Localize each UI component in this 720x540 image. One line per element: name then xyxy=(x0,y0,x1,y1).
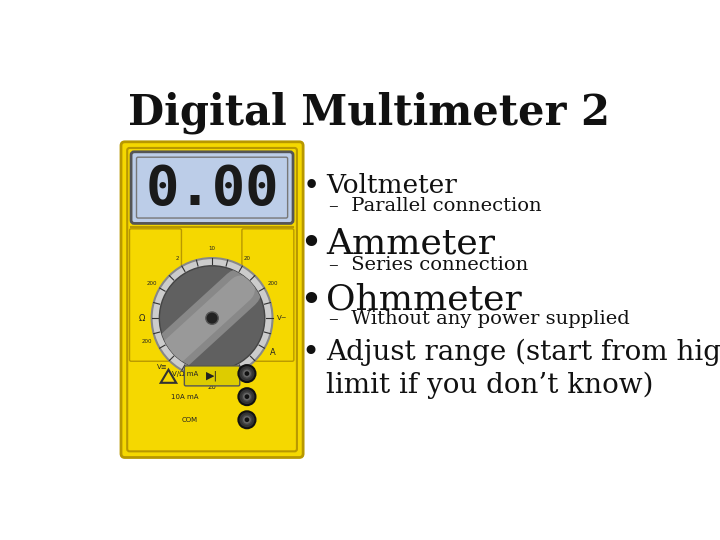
Text: •: • xyxy=(302,338,320,369)
Text: Adjust range (start from highest
limit if you don’t know): Adjust range (start from highest limit i… xyxy=(326,338,720,399)
FancyBboxPatch shape xyxy=(131,152,293,224)
Circle shape xyxy=(159,266,265,370)
FancyBboxPatch shape xyxy=(137,157,287,218)
Text: ▶|: ▶| xyxy=(206,370,218,381)
Text: 0.00: 0.00 xyxy=(145,163,279,215)
Text: 10A mA: 10A mA xyxy=(171,394,198,400)
Text: 20: 20 xyxy=(207,384,217,390)
Circle shape xyxy=(206,312,218,325)
Circle shape xyxy=(238,411,256,428)
Text: V~: V~ xyxy=(276,315,287,321)
Circle shape xyxy=(243,415,251,424)
Text: V≡: V≡ xyxy=(158,364,168,370)
Circle shape xyxy=(238,365,256,382)
FancyBboxPatch shape xyxy=(184,366,240,386)
Text: –  Series connection: – Series connection xyxy=(329,256,528,274)
Text: Ammeter: Ammeter xyxy=(326,226,495,260)
Text: –  Without any power supplied: – Without any power supplied xyxy=(329,309,629,328)
FancyBboxPatch shape xyxy=(242,229,294,361)
Circle shape xyxy=(152,258,272,378)
Text: A: A xyxy=(269,348,275,357)
Circle shape xyxy=(245,394,249,399)
Text: COM: COM xyxy=(182,417,198,423)
Text: 20: 20 xyxy=(243,255,251,261)
Text: 200: 200 xyxy=(267,281,278,286)
Circle shape xyxy=(243,369,251,378)
Circle shape xyxy=(238,388,256,405)
Text: •: • xyxy=(300,226,323,264)
Text: 10: 10 xyxy=(243,375,251,381)
FancyBboxPatch shape xyxy=(130,229,181,361)
Text: Ω: Ω xyxy=(139,314,145,322)
Text: •: • xyxy=(300,283,323,320)
Circle shape xyxy=(243,392,251,401)
Text: V/Ω mA: V/Ω mA xyxy=(172,370,198,376)
Text: 10: 10 xyxy=(209,246,215,251)
Text: Digital Multimeter 2: Digital Multimeter 2 xyxy=(128,91,610,134)
Circle shape xyxy=(245,372,249,376)
Text: •: • xyxy=(302,173,320,200)
Text: 200: 200 xyxy=(146,281,157,286)
Text: 200: 200 xyxy=(141,339,152,345)
Circle shape xyxy=(245,417,249,422)
Text: Ohmmeter: Ohmmeter xyxy=(326,283,522,316)
FancyBboxPatch shape xyxy=(121,142,303,457)
Text: –  Parallel connection: – Parallel connection xyxy=(329,197,541,215)
Text: Voltmeter: Voltmeter xyxy=(326,173,457,198)
Text: 2: 2 xyxy=(176,255,179,261)
